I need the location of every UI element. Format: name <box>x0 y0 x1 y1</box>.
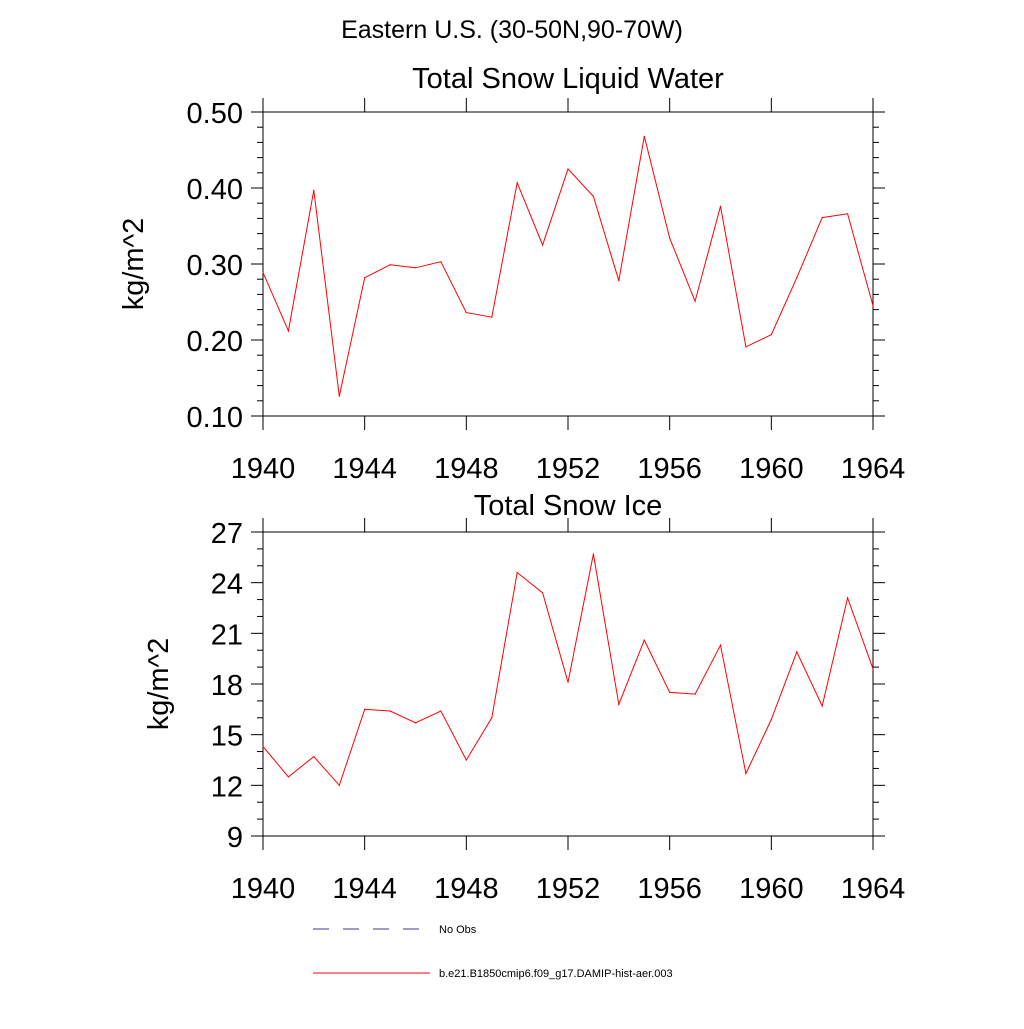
panel-2-ytick-label: 18 <box>211 670 243 702</box>
panel-1-data-point <box>287 330 290 332</box>
panel-2-frame <box>262 531 874 837</box>
panel-2-ytick-label: 12 <box>211 771 243 803</box>
panel-2-data-point <box>516 571 518 574</box>
panel-1-data-point <box>465 312 467 314</box>
panel-1-ytick-label: 0.50 <box>187 98 243 130</box>
panel-1-xtick-label: 1952 <box>536 453 601 485</box>
panel-1-data-point <box>262 271 264 273</box>
panel-1-ytick-label: 0.10 <box>187 402 243 434</box>
panel-2-xtick-label: 1952 <box>536 873 601 905</box>
panel-1-data-point <box>338 395 340 397</box>
panel-2-ytick-label: 21 <box>211 619 243 651</box>
panel-2-data-point <box>287 776 290 778</box>
panel-1-data-point <box>414 267 417 269</box>
panel-2-data-point <box>262 745 264 748</box>
panel-1: Total Snow Liquid Water 0.10 0.20 0.30 0.40 0… <box>118 63 905 485</box>
panel-1-data-point <box>694 300 696 302</box>
panel-1-data-point <box>643 135 645 137</box>
panel-1-ylabel: kg/m^2 <box>118 218 150 311</box>
panel-1-data-point <box>770 334 772 336</box>
panel-1-data-point <box>821 217 823 219</box>
panel-2-ytick-label: 15 <box>211 721 243 753</box>
panel-2-data-point <box>541 592 544 594</box>
panel-1-ytick-label: 0.30 <box>187 250 243 282</box>
panel-1-data-point <box>541 244 544 246</box>
panel-2-data-point <box>821 705 823 707</box>
panel-2-data-point <box>567 681 569 683</box>
panel-1-data-point <box>846 213 849 215</box>
panel-2-data-point <box>745 772 747 775</box>
panel-1-data-point <box>364 277 366 279</box>
panel-1-xtick-label: 1944 <box>332 453 397 485</box>
panel-2-xtick-label: 1964 <box>841 873 906 905</box>
panel-2-data-point <box>618 703 620 705</box>
panel-2: Total Snow Ice 9 12 15 18 21 24 27 1940 1944 1948 1… <box>143 490 905 905</box>
legend-label: No Obs <box>439 924 477 936</box>
panel-2-data-point <box>719 644 722 646</box>
panel-1-data-point <box>491 316 493 318</box>
panel-1-data-point <box>440 261 442 263</box>
panel-1-data-point <box>592 195 595 197</box>
panel-1-frame <box>262 111 874 417</box>
panel-1-data-point <box>618 280 620 282</box>
panel-2-ytick-label: 24 <box>211 569 243 601</box>
panel-1-data-point <box>796 277 798 279</box>
panel-2-data-point <box>491 717 493 719</box>
panel-1-data-point <box>669 237 671 239</box>
panel-2-xtick-label: 1940 <box>231 873 296 905</box>
panel-2-data-point <box>872 668 874 670</box>
panel-2-data-point <box>465 759 467 761</box>
panel-2-data-point <box>313 756 315 758</box>
panel-2-xtick-label: 1956 <box>637 873 702 905</box>
panel-2-data-point <box>389 710 391 712</box>
panel-1-xtick-label: 1956 <box>637 453 702 485</box>
panel-1-data-point <box>516 182 518 184</box>
panel-1-xtick-label: 1948 <box>434 453 499 485</box>
panel-1-data-point <box>389 264 391 266</box>
panel-2-data-point <box>414 722 417 724</box>
panel-2-data-point <box>669 691 671 694</box>
panel-2-ytick-label: 27 <box>211 518 243 550</box>
panel-2-data-point <box>592 553 595 555</box>
panel-1-series-line <box>262 136 874 397</box>
panel-2-ytick-label: 9 <box>227 822 243 854</box>
panel-2-data-point <box>694 693 696 695</box>
legend-label: b.e21.B1850cmip6.f09_g17.DAMIP-hist-aer.… <box>439 968 673 980</box>
panel-2-data-point <box>770 718 772 721</box>
figure-title: Eastern U.S. (30-50N,90-70W) <box>341 16 683 44</box>
panel-1-ytick-label: 0.20 <box>187 326 243 358</box>
panel-2-ylabel: kg/m^2 <box>143 638 175 731</box>
panel-2-data-point <box>796 651 798 653</box>
panel-1-data-point <box>745 346 747 348</box>
panel-2-xtick-label: 1960 <box>739 873 804 905</box>
panel-2-data-point <box>440 710 442 712</box>
panel-2-xtick-label: 1948 <box>434 873 499 905</box>
legend: No Obs b.e21.B1850cmip6.f09_g17.DAMIP-his… <box>313 924 673 980</box>
panel-2-data-point <box>364 708 366 710</box>
panel-1-xtick-label: 1960 <box>739 453 804 485</box>
panel-2-data-point <box>338 784 340 786</box>
panel-2-data-point <box>643 639 645 641</box>
panel-1-data-point <box>313 189 315 191</box>
panel-1-xtick-label: 1964 <box>841 453 906 485</box>
panel-1-data-point <box>872 305 874 307</box>
panel-2-data-point <box>846 597 849 599</box>
panel-2-title: Total Snow Ice <box>474 490 663 522</box>
panel-1-data-point <box>567 168 569 170</box>
panel-1-xtick-label: 1940 <box>231 453 296 485</box>
panel-1-ytick-label: 0.40 <box>187 174 243 206</box>
panel-1-title: Total Snow Liquid Water <box>412 63 724 95</box>
panel-2-series-line <box>262 553 874 787</box>
panel-2-xtick-label: 1944 <box>332 873 397 905</box>
panel-1-data-point <box>719 205 722 207</box>
